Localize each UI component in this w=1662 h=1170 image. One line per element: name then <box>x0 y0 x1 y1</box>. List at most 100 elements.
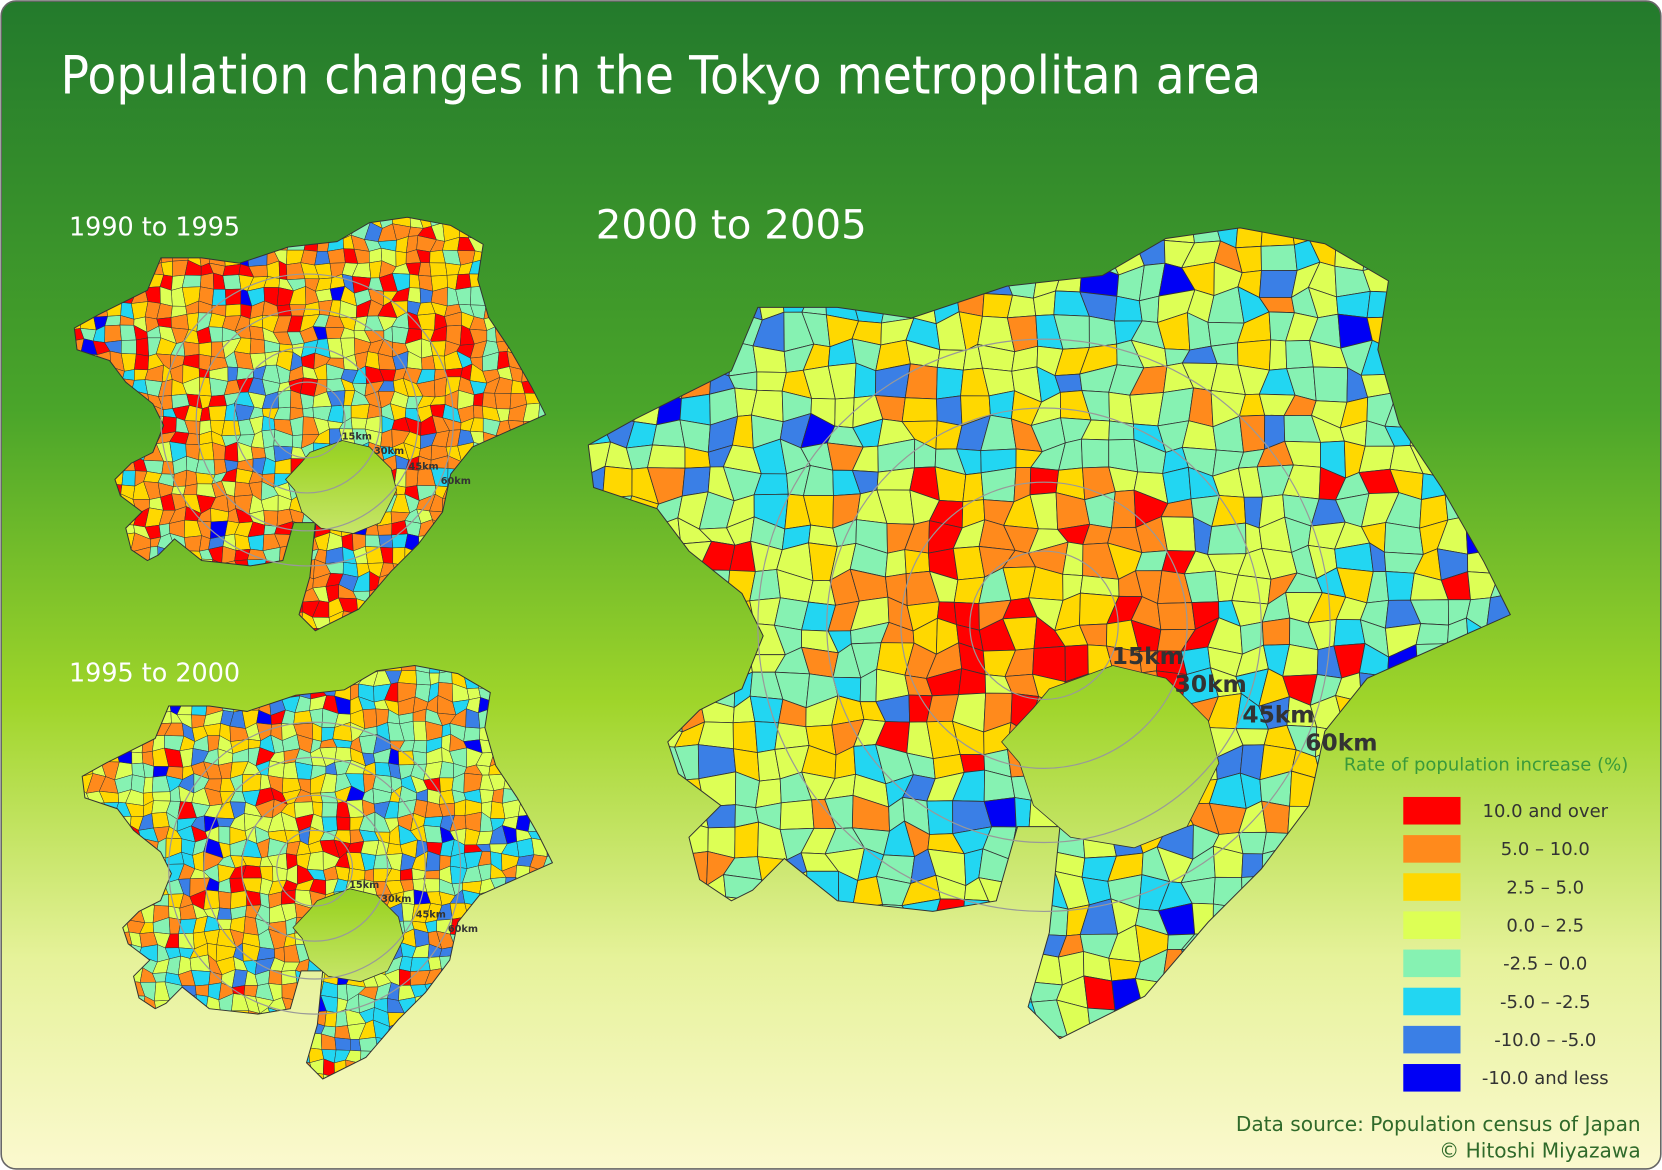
municipality <box>424 816 443 826</box>
municipality <box>1112 490 1136 528</box>
municipality <box>351 418 367 429</box>
municipality <box>434 377 447 397</box>
municipality <box>1139 296 1159 322</box>
municipality <box>1239 415 1264 452</box>
municipality <box>424 825 443 842</box>
legend-label: 5.0 – 10.0 <box>1501 839 1590 860</box>
municipality <box>105 315 121 325</box>
municipality <box>445 368 462 377</box>
municipality <box>400 869 412 881</box>
legend-label: 0.0 – 2.5 <box>1506 916 1584 937</box>
municipality <box>1386 571 1414 600</box>
municipality <box>1269 340 1286 370</box>
ring-label: 30km <box>381 894 411 905</box>
municipality <box>121 340 136 354</box>
municipality <box>209 395 227 407</box>
municipality <box>1262 618 1289 645</box>
municipality <box>249 739 261 748</box>
municipality <box>219 826 230 844</box>
municipality <box>1158 603 1196 630</box>
municipality <box>733 721 757 752</box>
ring-label: 60km <box>448 924 478 935</box>
legend-swatch <box>1403 796 1461 825</box>
ring-label: 45km <box>409 462 439 473</box>
legend-label: 10.0 and over <box>1483 801 1609 822</box>
municipality <box>184 342 200 356</box>
municipality <box>927 801 953 835</box>
legend-label: -5.0 – -2.5 <box>1500 992 1591 1013</box>
municipality <box>780 800 814 830</box>
legend-swatch <box>1403 1064 1461 1092</box>
distance-ring <box>758 339 1330 911</box>
municipality <box>365 535 380 547</box>
tokyo-bay <box>293 889 404 982</box>
distance-ring <box>970 551 1118 699</box>
municipality <box>1286 340 1314 368</box>
municipality <box>250 339 265 354</box>
legend-swatch <box>1403 835 1461 863</box>
municipality <box>905 364 937 399</box>
municipality <box>209 327 223 342</box>
outline <box>82 665 552 1078</box>
municipality <box>473 393 483 406</box>
tokyo-bay <box>1002 666 1219 848</box>
municipality <box>937 350 966 370</box>
municipality <box>300 394 314 410</box>
ring-label: 15km <box>1112 643 1184 670</box>
municipality <box>517 838 534 857</box>
map-label: 1990 to 1995 <box>69 211 240 241</box>
legend-label: -2.5 – 0.0 <box>1503 954 1587 975</box>
municipality <box>413 721 427 740</box>
municipality <box>134 354 148 370</box>
ring-label: 60km <box>441 476 471 487</box>
municipality <box>902 398 937 422</box>
municipality <box>336 817 350 830</box>
municipality <box>123 369 135 380</box>
municipality <box>1334 620 1365 646</box>
municipality <box>186 470 198 486</box>
municipality <box>648 445 685 468</box>
municipality <box>430 263 447 276</box>
municipality <box>199 342 211 356</box>
municipality <box>226 304 241 316</box>
municipality <box>1259 270 1297 297</box>
distance-ring <box>169 722 461 1014</box>
municipality <box>143 777 153 793</box>
ring-label: 60km <box>1305 729 1377 756</box>
municipality <box>219 891 232 909</box>
legend-swatch <box>1403 1025 1461 1054</box>
tokyo-bay <box>286 441 397 534</box>
municipality <box>1161 517 1195 551</box>
distance-ring <box>277 830 353 906</box>
ring-label: 15km <box>349 880 379 891</box>
municipality <box>1208 523 1246 554</box>
municipality <box>1261 245 1297 271</box>
municipality <box>249 326 264 340</box>
municipality <box>1030 467 1059 494</box>
title: Population changes in the Tokyo metropol… <box>61 45 1262 106</box>
legend-label: -10.0 and less <box>1482 1068 1609 1089</box>
municipality <box>315 251 330 265</box>
municipality <box>228 367 238 381</box>
map-label: 2000 to 2005 <box>596 202 867 248</box>
credit: © Hitoshi Miyazawa <box>1439 1138 1641 1162</box>
legend-title: Rate of population increase (%) <box>1344 754 1628 775</box>
municipality <box>1084 976 1115 1010</box>
municipality <box>1109 421 1134 440</box>
municipality <box>248 535 264 551</box>
map-label: 1995 to 2000 <box>69 657 240 687</box>
distance-ring <box>269 382 345 458</box>
municipality <box>315 289 332 302</box>
distance-ring <box>234 347 380 493</box>
municipality <box>464 727 480 741</box>
municipality <box>262 430 275 449</box>
distance-ring <box>242 795 388 941</box>
municipality <box>1359 446 1394 472</box>
municipality <box>1163 467 1191 503</box>
ring-label: 15km <box>342 432 372 443</box>
municipality <box>424 879 440 892</box>
municipality <box>1313 367 1347 402</box>
municipality <box>398 751 414 765</box>
